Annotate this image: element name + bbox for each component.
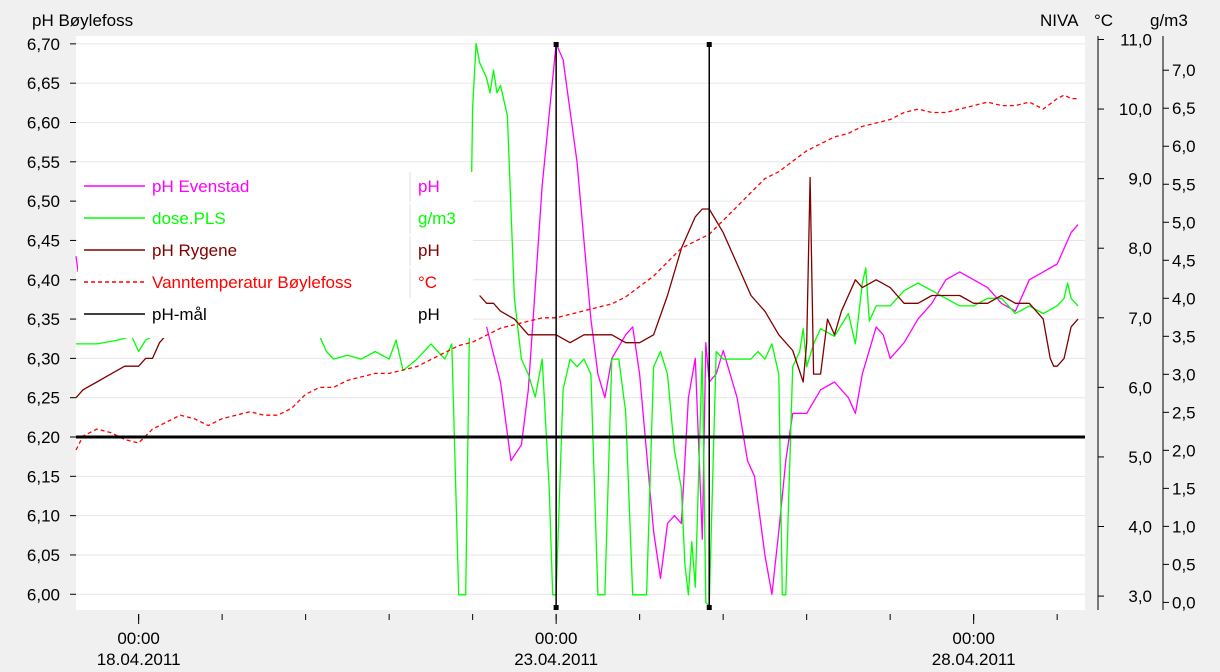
cursor-layer[interactable]	[553, 42, 712, 610]
temp-tick-label: 8,0	[1128, 239, 1152, 258]
temp-tick-label: 10,0	[1119, 100, 1152, 119]
ph-tick-label: 6,20	[27, 428, 60, 447]
legend-label-3: Vanntemperatur Bøylefoss	[152, 273, 352, 292]
series-line-2	[75, 176, 1079, 399]
legend-label-1: dose.PLS	[152, 209, 226, 228]
gm3-tick-label: 6,5	[1172, 99, 1196, 118]
temp-tick-label: 9,0	[1128, 170, 1152, 189]
temp-tick-label: 11,0	[1120, 30, 1152, 49]
series-line-3	[75, 94, 1078, 451]
gm3-tick-label: 2,0	[1172, 441, 1196, 460]
cursor-handle-bottom[interactable]	[553, 605, 559, 610]
header-unit-g: g/m3	[1150, 11, 1188, 30]
series-line-0	[75, 43, 1079, 595]
temp-tick-label: 4,0	[1128, 518, 1152, 537]
temp-tick-label: 7,0	[1128, 309, 1152, 328]
legend-unit-2: pH	[418, 241, 440, 260]
legend-box	[78, 172, 473, 338]
ph-tick-label: 6,50	[27, 192, 60, 211]
ph-tick-label: 6,35	[27, 310, 60, 329]
ph-tick-label: 6,15	[27, 467, 60, 486]
x-tick-date: 28.04.2011	[932, 650, 1016, 669]
cursor-handle-top[interactable]	[553, 42, 559, 47]
gm3-tick-label: 6,0	[1172, 137, 1196, 156]
legend-label-2: pH Rygene	[152, 241, 237, 260]
ph-tick-label: 6,70	[27, 35, 60, 54]
ph-tick-label: 6,55	[27, 153, 60, 172]
gm3-tick-label: 5,0	[1172, 213, 1196, 232]
ph-tick-label: 6,65	[27, 74, 60, 93]
cursor-handle-bottom[interactable]	[706, 605, 712, 610]
ph-tick-label: 6,05	[27, 546, 60, 565]
x-tick-time: 00:00	[535, 629, 578, 648]
gm3-tick-label: 7,0	[1172, 61, 1196, 80]
legend-unit-0: pH	[418, 177, 440, 196]
temp-tick-label: 6,0	[1128, 378, 1152, 397]
axes-layer: 6,00 6,05 6,10 6,15 6,20 6,25 6,30 6,35 6,40 6,45…	[27, 30, 1196, 669]
gm3-tick-label: 4,5	[1172, 251, 1196, 270]
gm3-tick-label: 5,5	[1172, 175, 1196, 194]
gm3-tick-label: 4,0	[1172, 289, 1196, 308]
gm3-tick-label: 2,5	[1172, 403, 1196, 422]
gm3-tick-label: 1,0	[1172, 517, 1196, 536]
legend-unit-3: °C	[418, 273, 437, 292]
ph-tick-label: 6,30	[27, 349, 60, 368]
x-tick-time: 00:00	[117, 629, 160, 648]
ph-tick-label: 6,45	[27, 231, 60, 250]
gm3-tick-label: 3,0	[1172, 365, 1196, 384]
header-unit-c: °C	[1094, 11, 1113, 30]
x-tick-date: 18.04.2011	[97, 650, 181, 669]
header-niva: NIVA	[1040, 11, 1079, 30]
cursor-handle-top[interactable]	[706, 42, 712, 47]
legend-label-4: pH-mål	[152, 305, 207, 324]
legend-unit-1: g/m3	[418, 209, 456, 228]
temp-tick-label: 5,0	[1128, 448, 1152, 467]
ph-tick-label: 6,40	[27, 271, 60, 290]
gm3-tick-label: 0,5	[1172, 555, 1196, 574]
legend: pH Evenstad pH dose.PLS g/m3 pH Rygene pH Vann…	[78, 172, 473, 338]
x-tick-time: 00:00	[952, 629, 995, 648]
legend-unit-4: pH	[418, 305, 440, 324]
ph-tick-label: 6,25	[27, 389, 60, 408]
ph-tick-label: 6,60	[27, 113, 60, 132]
ph-tick-label: 6,10	[27, 507, 60, 526]
gm3-tick-label: 3,5	[1172, 327, 1196, 346]
temp-tick-label: 3,0	[1128, 587, 1152, 606]
x-tick-date: 23.04.2011	[514, 650, 598, 669]
header-ph-title: pH Bøylefoss	[32, 11, 133, 30]
gm3-tick-label: 0,0	[1172, 593, 1196, 612]
ph-tick-label: 6,00	[27, 585, 60, 604]
gm3-tick-label: 1,5	[1172, 479, 1196, 498]
legend-label-0: pH Evenstad	[152, 177, 249, 196]
